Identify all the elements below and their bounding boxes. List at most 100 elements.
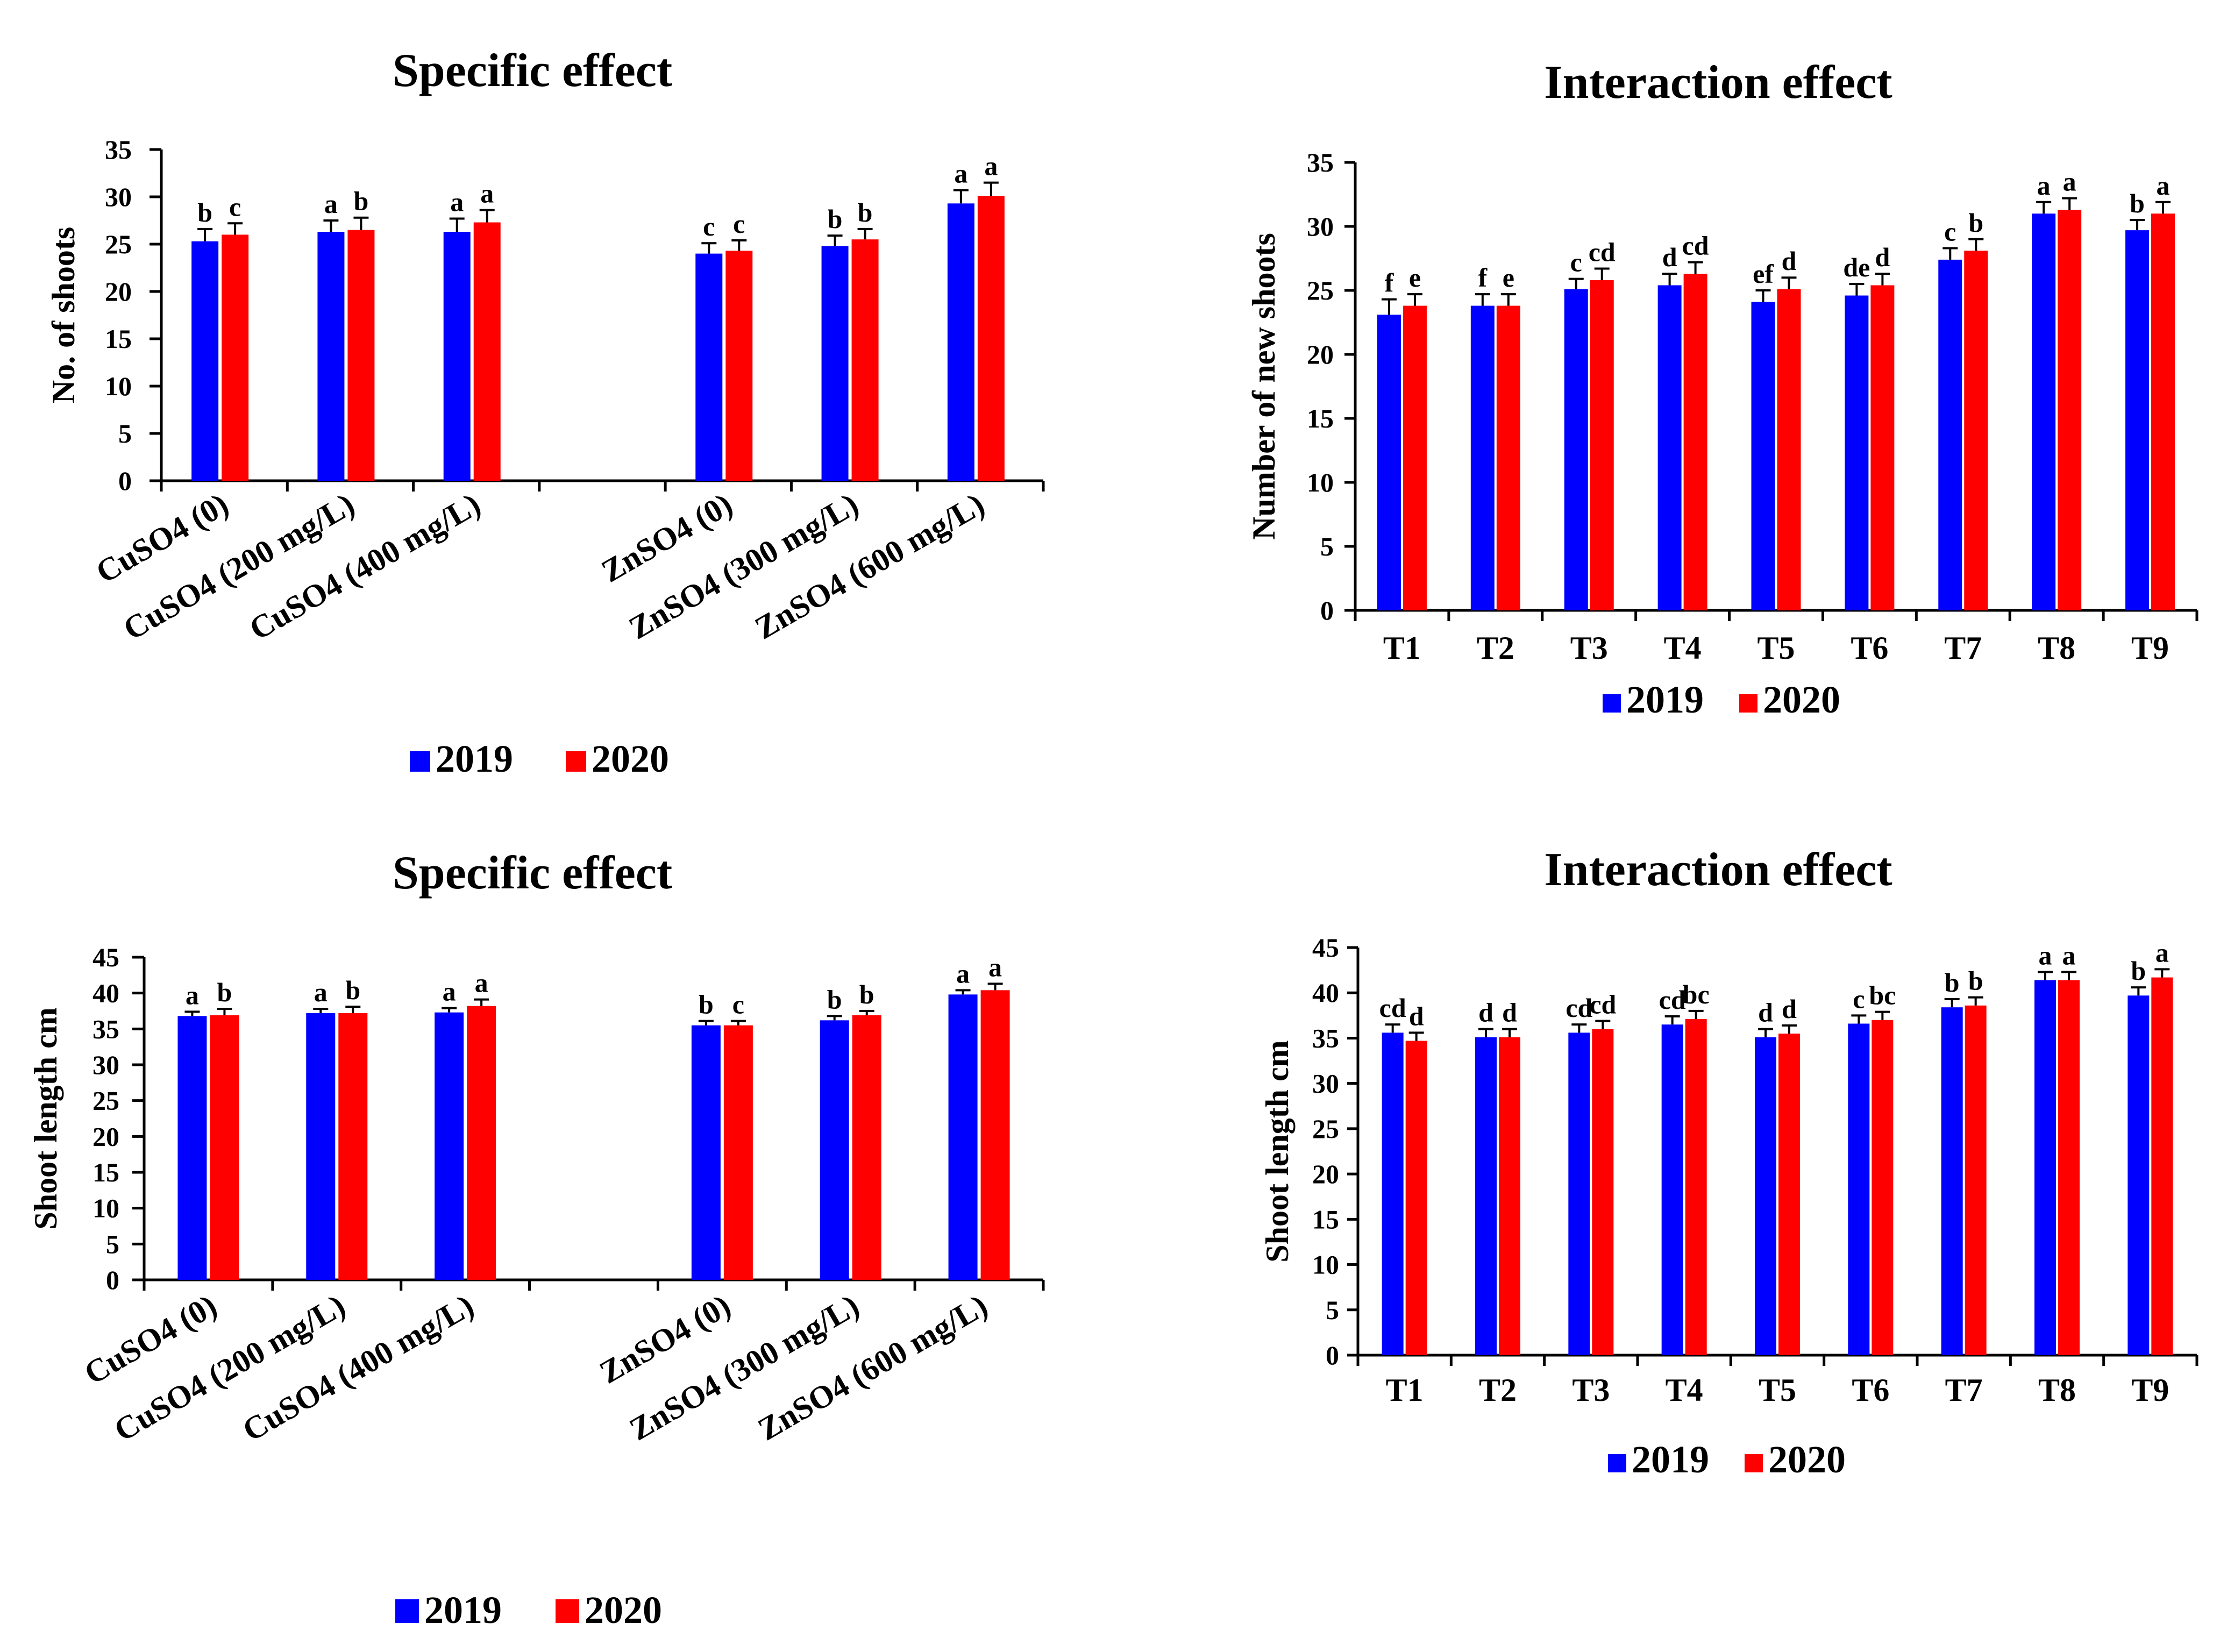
- significance-letter: b: [828, 204, 843, 234]
- y-axis-label: Shoot length cm: [28, 1007, 63, 1229]
- y-axis-label: Shoot length cm: [1260, 1040, 1295, 1262]
- significance-letter: e: [1503, 262, 1514, 293]
- bar-2020: [1496, 305, 1520, 610]
- y-tick-label: 45: [92, 942, 119, 972]
- legend-label: 2019: [1626, 678, 1704, 721]
- significance-letter: d: [1758, 998, 1773, 1028]
- y-tick-label: 0: [118, 466, 132, 496]
- x-category-label: T5: [1757, 630, 1795, 666]
- significance-letter: d: [1662, 242, 1677, 272]
- y-tick-label: 5: [1320, 531, 1334, 561]
- bar-2020: [1683, 274, 1707, 610]
- significance-letter: a: [186, 980, 199, 1010]
- bar-2019: [1657, 285, 1682, 610]
- significance-letter: d: [1502, 998, 1517, 1028]
- bar-2019: [1470, 305, 1495, 610]
- bar-2020: [1499, 1037, 1520, 1355]
- x-category-label: T8: [2038, 630, 2075, 666]
- bar-2020: [977, 196, 1005, 481]
- x-category-label: T1: [1386, 1372, 1424, 1408]
- bar-2020: [1590, 280, 1614, 610]
- significance-letter: bc: [1683, 979, 1710, 1009]
- x-category-label: T7: [1944, 630, 1982, 666]
- bar-2019: [1845, 295, 1869, 610]
- bar-2020: [1964, 251, 1988, 611]
- bar-2019: [2125, 230, 2150, 610]
- legend-swatch-2020: [1745, 1454, 1763, 1472]
- significance-letter: a: [2063, 167, 2076, 197]
- bar-2020: [338, 1013, 368, 1280]
- significance-letter: cd: [1379, 993, 1406, 1023]
- legend-swatch-2019: [1603, 694, 1621, 713]
- y-tick-label: 30: [92, 1050, 119, 1080]
- significance-letter: c: [1944, 216, 1956, 246]
- x-category-label: T9: [2131, 1372, 2169, 1408]
- bar-2019: [2128, 995, 2150, 1355]
- significance-letter: a: [443, 977, 456, 1007]
- bar-2020: [980, 990, 1010, 1280]
- bar-2020: [2058, 210, 2082, 610]
- significance-letter: d: [1875, 242, 1890, 272]
- bar-2019: [1848, 1023, 1870, 1355]
- significance-letter: d: [1409, 1001, 1424, 1031]
- bar-2019: [1377, 315, 1401, 610]
- x-category-label: T4: [1664, 630, 1702, 666]
- legend-label: 2020: [1768, 1438, 1846, 1481]
- y-tick-label: 15: [1312, 1204, 1339, 1234]
- x-category-label: T8: [2038, 1372, 2076, 1408]
- bar-2019: [1941, 1007, 1963, 1355]
- significance-letter: a: [954, 159, 967, 189]
- y-tick-label: 20: [105, 276, 132, 307]
- bar-2019: [435, 1012, 464, 1280]
- significance-letter: a: [984, 151, 998, 181]
- significance-letter: d: [1478, 998, 1493, 1028]
- bar-2019: [1755, 1037, 1776, 1355]
- bar-2020: [1965, 1005, 1987, 1355]
- legend-label: 2019: [1632, 1438, 1709, 1481]
- significance-letter: a: [2039, 940, 2052, 970]
- significance-letter: a: [314, 977, 328, 1007]
- bar-2020: [723, 1025, 753, 1280]
- significance-letter: a: [956, 958, 970, 988]
- bar-2020: [1405, 1041, 1427, 1355]
- y-tick-label: 5: [118, 418, 132, 448]
- x-category-label: T3: [1572, 1372, 1610, 1408]
- y-tick-label: 0: [1320, 595, 1334, 625]
- significance-letter: cd: [1659, 985, 1686, 1015]
- y-tick-label: 10: [1312, 1250, 1339, 1280]
- y-tick-label: 20: [1312, 1159, 1339, 1189]
- bar-2020: [2151, 977, 2173, 1355]
- bar-2020: [222, 234, 249, 481]
- bar-2019: [1382, 1032, 1404, 1355]
- significance-letter: b: [354, 186, 369, 216]
- y-tick-label: 25: [1307, 275, 1334, 305]
- legend-swatch-2020: [556, 1599, 579, 1623]
- bar-2019: [191, 241, 219, 481]
- significance-letter: c: [229, 191, 241, 222]
- x-category-label: T6: [1852, 1372, 1889, 1408]
- bar-2019: [2034, 980, 2056, 1355]
- x-category-label: T2: [1477, 630, 1514, 666]
- bar-2020: [1870, 285, 1895, 610]
- y-tick-label: 30: [1312, 1069, 1339, 1099]
- y-tick-label: 15: [105, 324, 132, 354]
- legend-label: 2020: [592, 737, 669, 780]
- significance-letter: b: [2130, 188, 2145, 218]
- significance-letter: a: [2157, 170, 2170, 201]
- bar-2019: [306, 1013, 336, 1280]
- bar-2020: [210, 1015, 239, 1280]
- significance-letter: b: [1968, 966, 1983, 996]
- bar-2020: [1685, 1019, 1707, 1355]
- significance-letter: b: [827, 984, 842, 1014]
- significance-letter: a: [475, 968, 488, 998]
- bar-2019: [821, 246, 849, 481]
- y-tick-label: 40: [92, 978, 119, 1008]
- y-tick-label: 15: [92, 1157, 119, 1187]
- significance-letter: c: [732, 989, 744, 1020]
- y-tick-label: 0: [1326, 1340, 1339, 1370]
- legend-swatch-2019: [1608, 1454, 1626, 1472]
- bar-2020: [1777, 289, 1801, 610]
